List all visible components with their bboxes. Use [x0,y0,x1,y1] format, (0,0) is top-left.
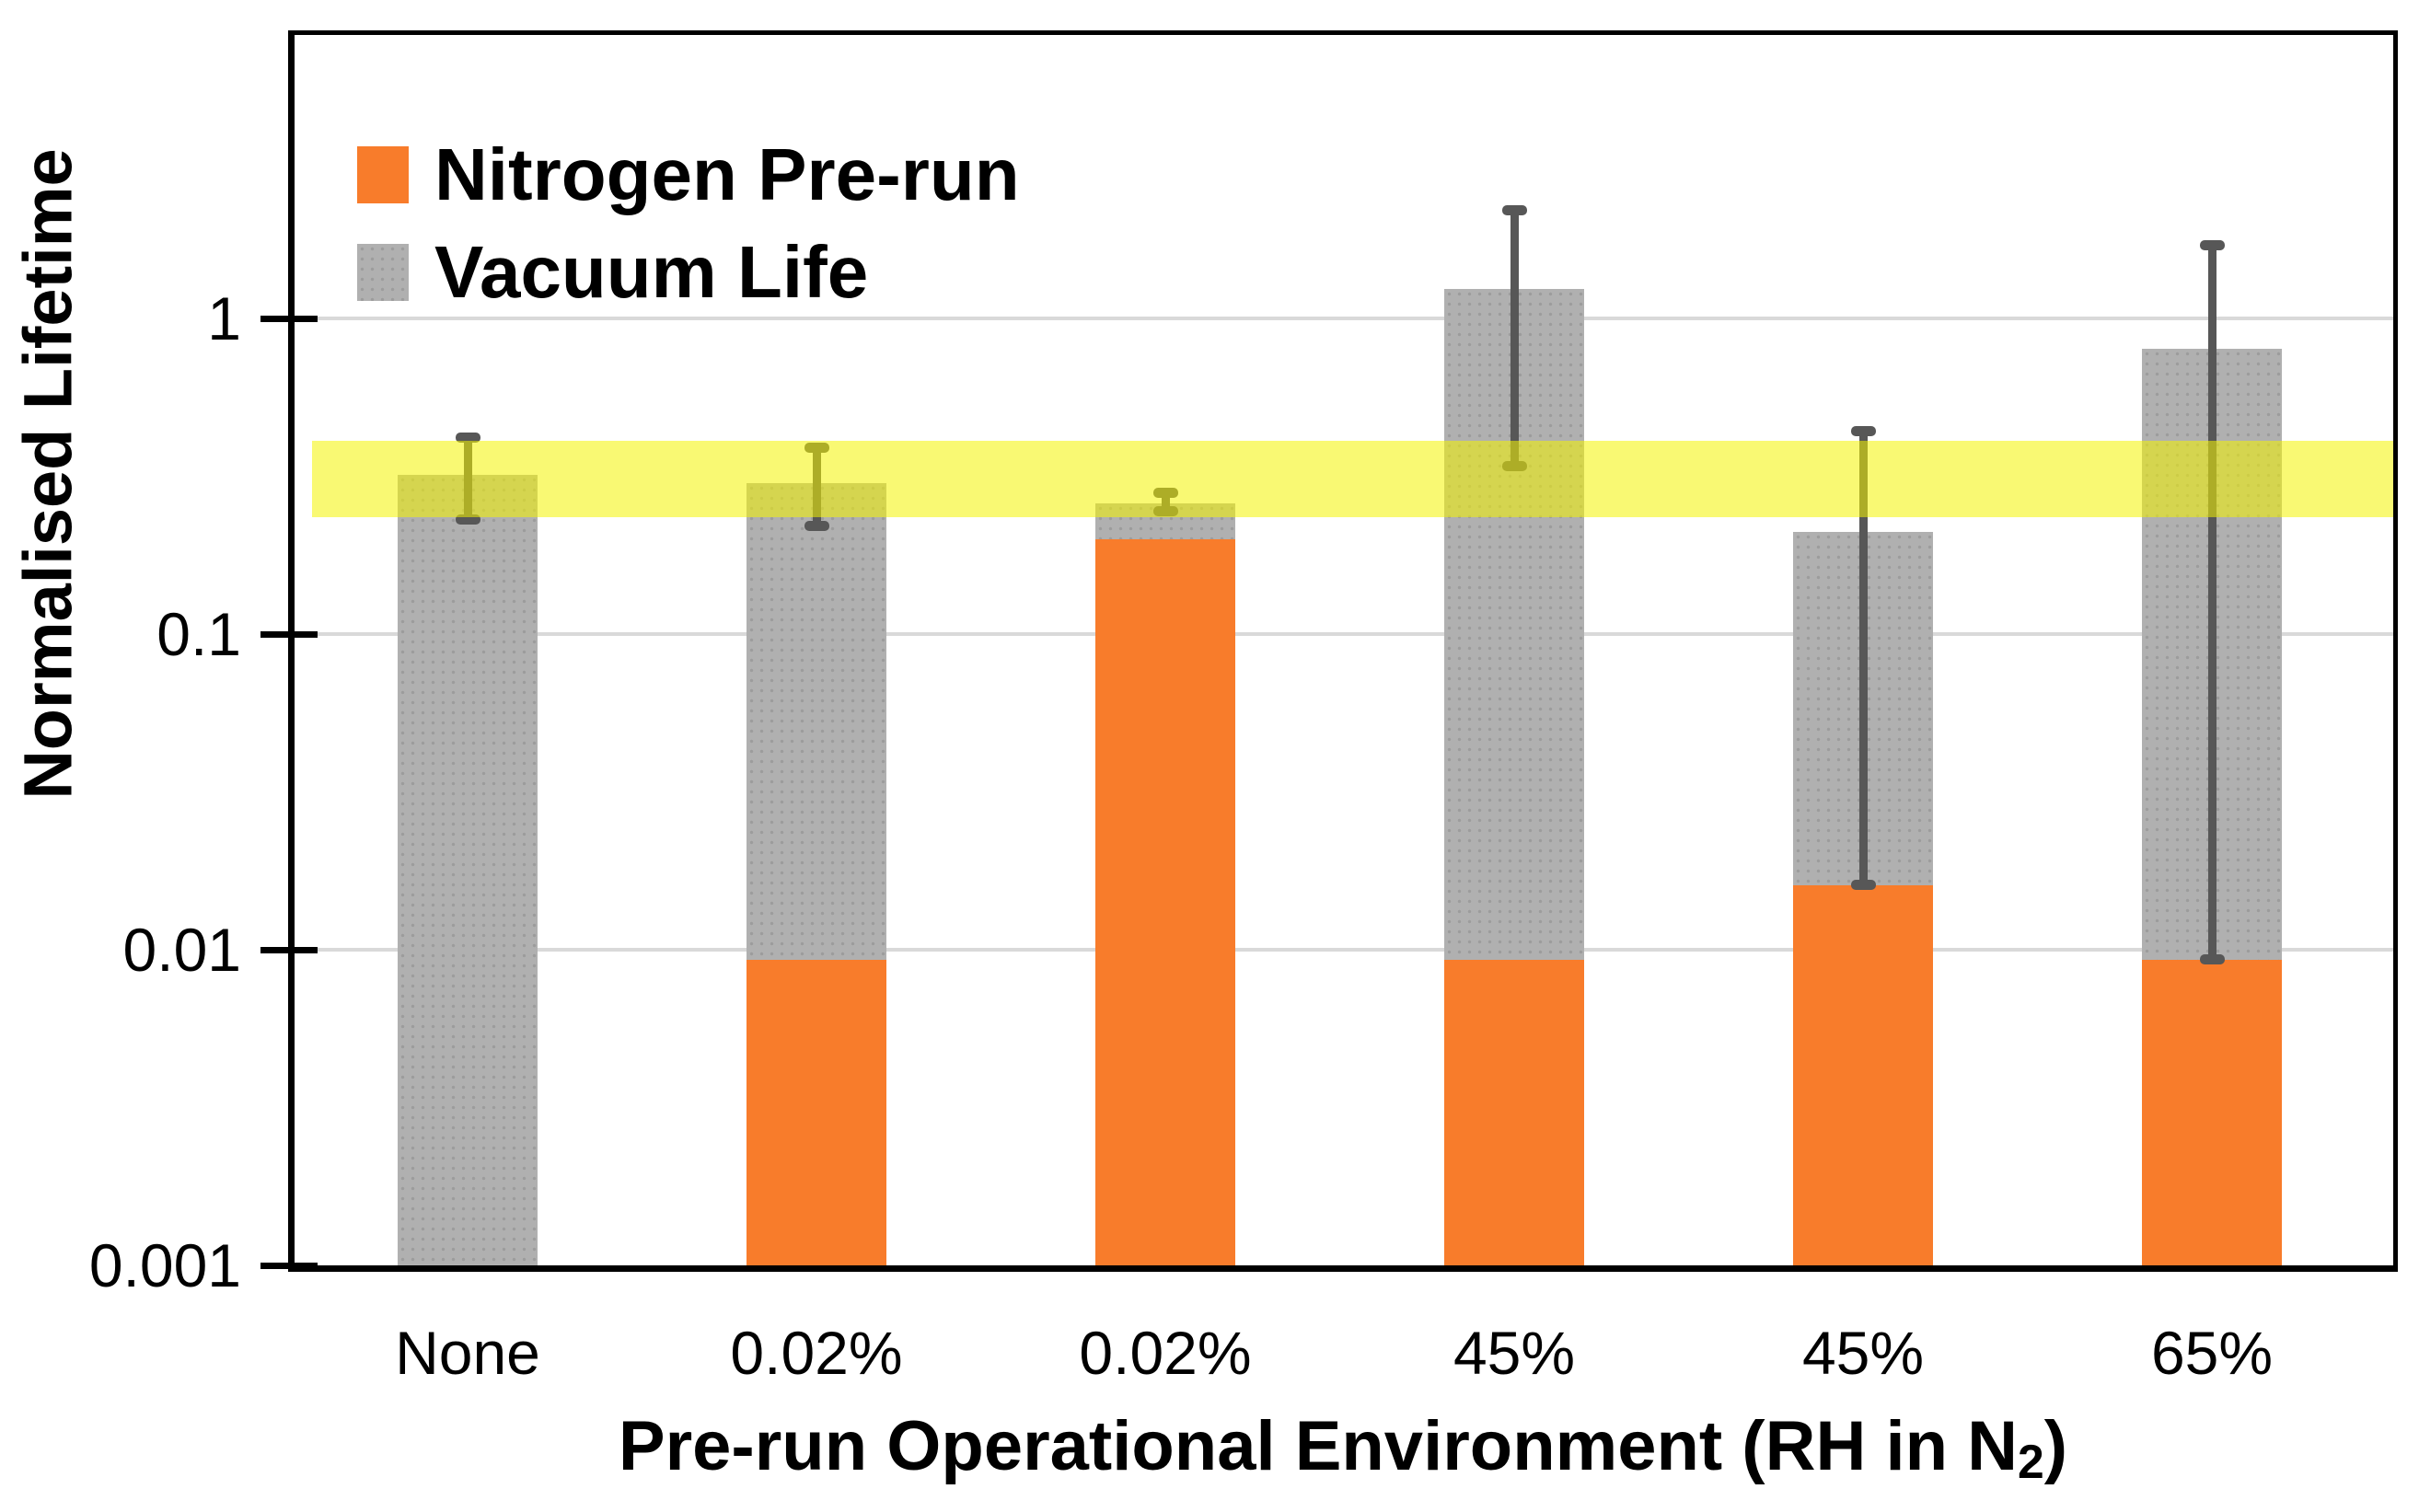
error-bar-cap-top [2199,240,2225,251]
gridline [295,947,2393,952]
error-bar-cap-bottom [804,520,829,531]
error-bar-cap-bottom [2199,954,2225,965]
y-tick-label: 0.001 [88,1231,241,1299]
legend-item-vacuum-life: Vacuum Life [357,236,1020,309]
x-axis-title-suffix: ) [2043,1407,2068,1485]
category-label: 45% [1453,1319,1576,1387]
category-label: 0.02% [1079,1319,1252,1387]
y-tick-label: 0.1 [156,599,241,668]
category-label: 0.02% [730,1319,903,1387]
category-label: None [395,1319,540,1387]
y-tick-mark [260,946,318,953]
legend-swatch-gray-icon [357,244,409,301]
error-bar-cap-bottom [1850,880,1876,891]
legend-item-nitrogen-pre-run: Nitrogen Pre-run [357,138,1020,212]
bar-segment-nitrogen [1793,884,1933,1265]
bar-segment-nitrogen [747,959,886,1265]
y-tick-mark [260,315,318,322]
gridline [295,316,2393,320]
bar-segment-vacuum [398,474,538,1265]
y-tick-label: 1 [207,283,241,352]
y-axis-title: Normalised Lifetime [9,148,87,800]
legend-swatch-orange-icon [357,146,409,203]
error-bar-cap-top [455,432,480,443]
error-bar [1510,210,1519,467]
legend-label-nitrogen-pre-run: Nitrogen Pre-run [434,133,1020,215]
x-axis-title-subscript: 2 [2018,1435,2044,1489]
category-label: 45% [1801,1319,1925,1387]
plot-area [288,30,2398,1272]
legend-label-vacuum-life: Vacuum Life [434,231,869,313]
y-tick-mark [260,1263,318,1269]
highlight-band [312,440,2393,517]
bar-segment-nitrogen [1444,959,1584,1265]
error-bar [2207,245,2216,960]
gridline [295,631,2393,636]
category-label: 65% [2150,1319,2274,1387]
error-bar-cap-top [1501,204,1527,215]
y-tick-mark [260,630,318,638]
error-bar-cap-top [1850,425,1876,436]
x-axis-title-text: Pre-run Operational Environment (RH in N [618,1407,2019,1485]
error-bar [1858,431,1868,885]
y-tick-label: 0.01 [122,915,241,984]
x-axis-title: Pre-run Operational Environment (RH in N… [288,1406,2398,1489]
legend: Nitrogen Pre-run Vacuum Life [357,138,1020,309]
error-bar-cap-bottom [455,514,480,525]
bar-segment-nitrogen [2142,959,2282,1265]
bar-segment-nitrogen [1095,538,1235,1265]
bar-segment-vacuum [747,483,886,960]
